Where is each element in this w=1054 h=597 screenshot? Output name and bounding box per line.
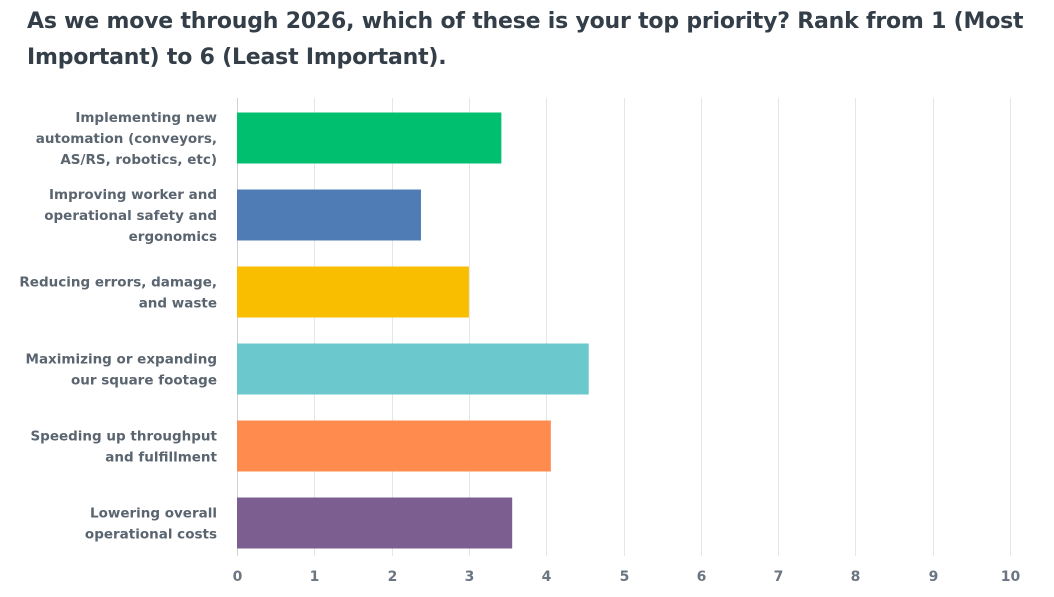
category-label-line: Implementing new [75,110,217,126]
grid-lines [237,98,1011,556]
x-tick-label-10: 10 [1001,569,1021,585]
category-label-line: automation (conveyors, [36,131,217,147]
bar-4[interactable] [237,343,589,395]
x-tick-label-3: 3 [465,569,475,585]
category-label-line: Reducing errors, damage, [19,275,217,291]
category-label-line: operational safety and [44,208,217,224]
bar-6[interactable] [237,497,513,549]
category-label-line: and fulfillment [105,450,217,466]
x-axis-ticks: 0 1 2 3 4 5 6 7 8 9 10 [233,569,1021,585]
category-label-line: AS/RS, robotics, etc) [60,152,217,168]
category-label-1: Implementing new automation (conveyors, AS… [36,110,217,168]
category-label-2: Improving worker and operational safety a… [44,187,217,245]
category-label-line: operational costs [85,527,217,543]
x-tick-label-1: 1 [310,569,320,585]
category-labels: Implementing new automation (conveyors, AS… [19,110,217,543]
category-label-4: Maximizing or expanding our square footag… [26,352,217,389]
x-tick-label-8: 8 [851,569,861,585]
category-label-line: ergonomics [129,229,217,245]
category-label-5: Speeding up throughput and fulfillment [30,429,217,466]
bar-2[interactable] [237,189,421,241]
category-label-line: Improving worker and [49,187,217,203]
category-label-6: Lowering overall operational costs [85,506,217,543]
category-label-line: and waste [139,296,217,312]
bars [237,112,589,549]
x-tick-label-9: 9 [929,569,939,585]
category-label-line: Speeding up throughput [30,429,217,445]
x-tick-label-5: 5 [620,569,630,585]
x-tick-label-2: 2 [388,569,398,585]
category-label-3: Reducing errors, damage, and waste [19,275,217,312]
bar-3[interactable] [237,266,469,318]
question-title: As we move through 2026, which of these … [27,9,1024,70]
bar-1[interactable] [237,112,502,164]
category-label-line: Lowering overall [90,506,217,522]
category-label-line: Maximizing or expanding [26,352,217,368]
x-tick-label-6: 6 [697,569,707,585]
category-label-line: our square footage [71,373,217,389]
x-tick-label-4: 4 [542,569,552,585]
x-tick-label-7: 7 [774,569,784,585]
x-tick-label-0: 0 [233,569,243,585]
bar-5[interactable] [237,420,551,472]
